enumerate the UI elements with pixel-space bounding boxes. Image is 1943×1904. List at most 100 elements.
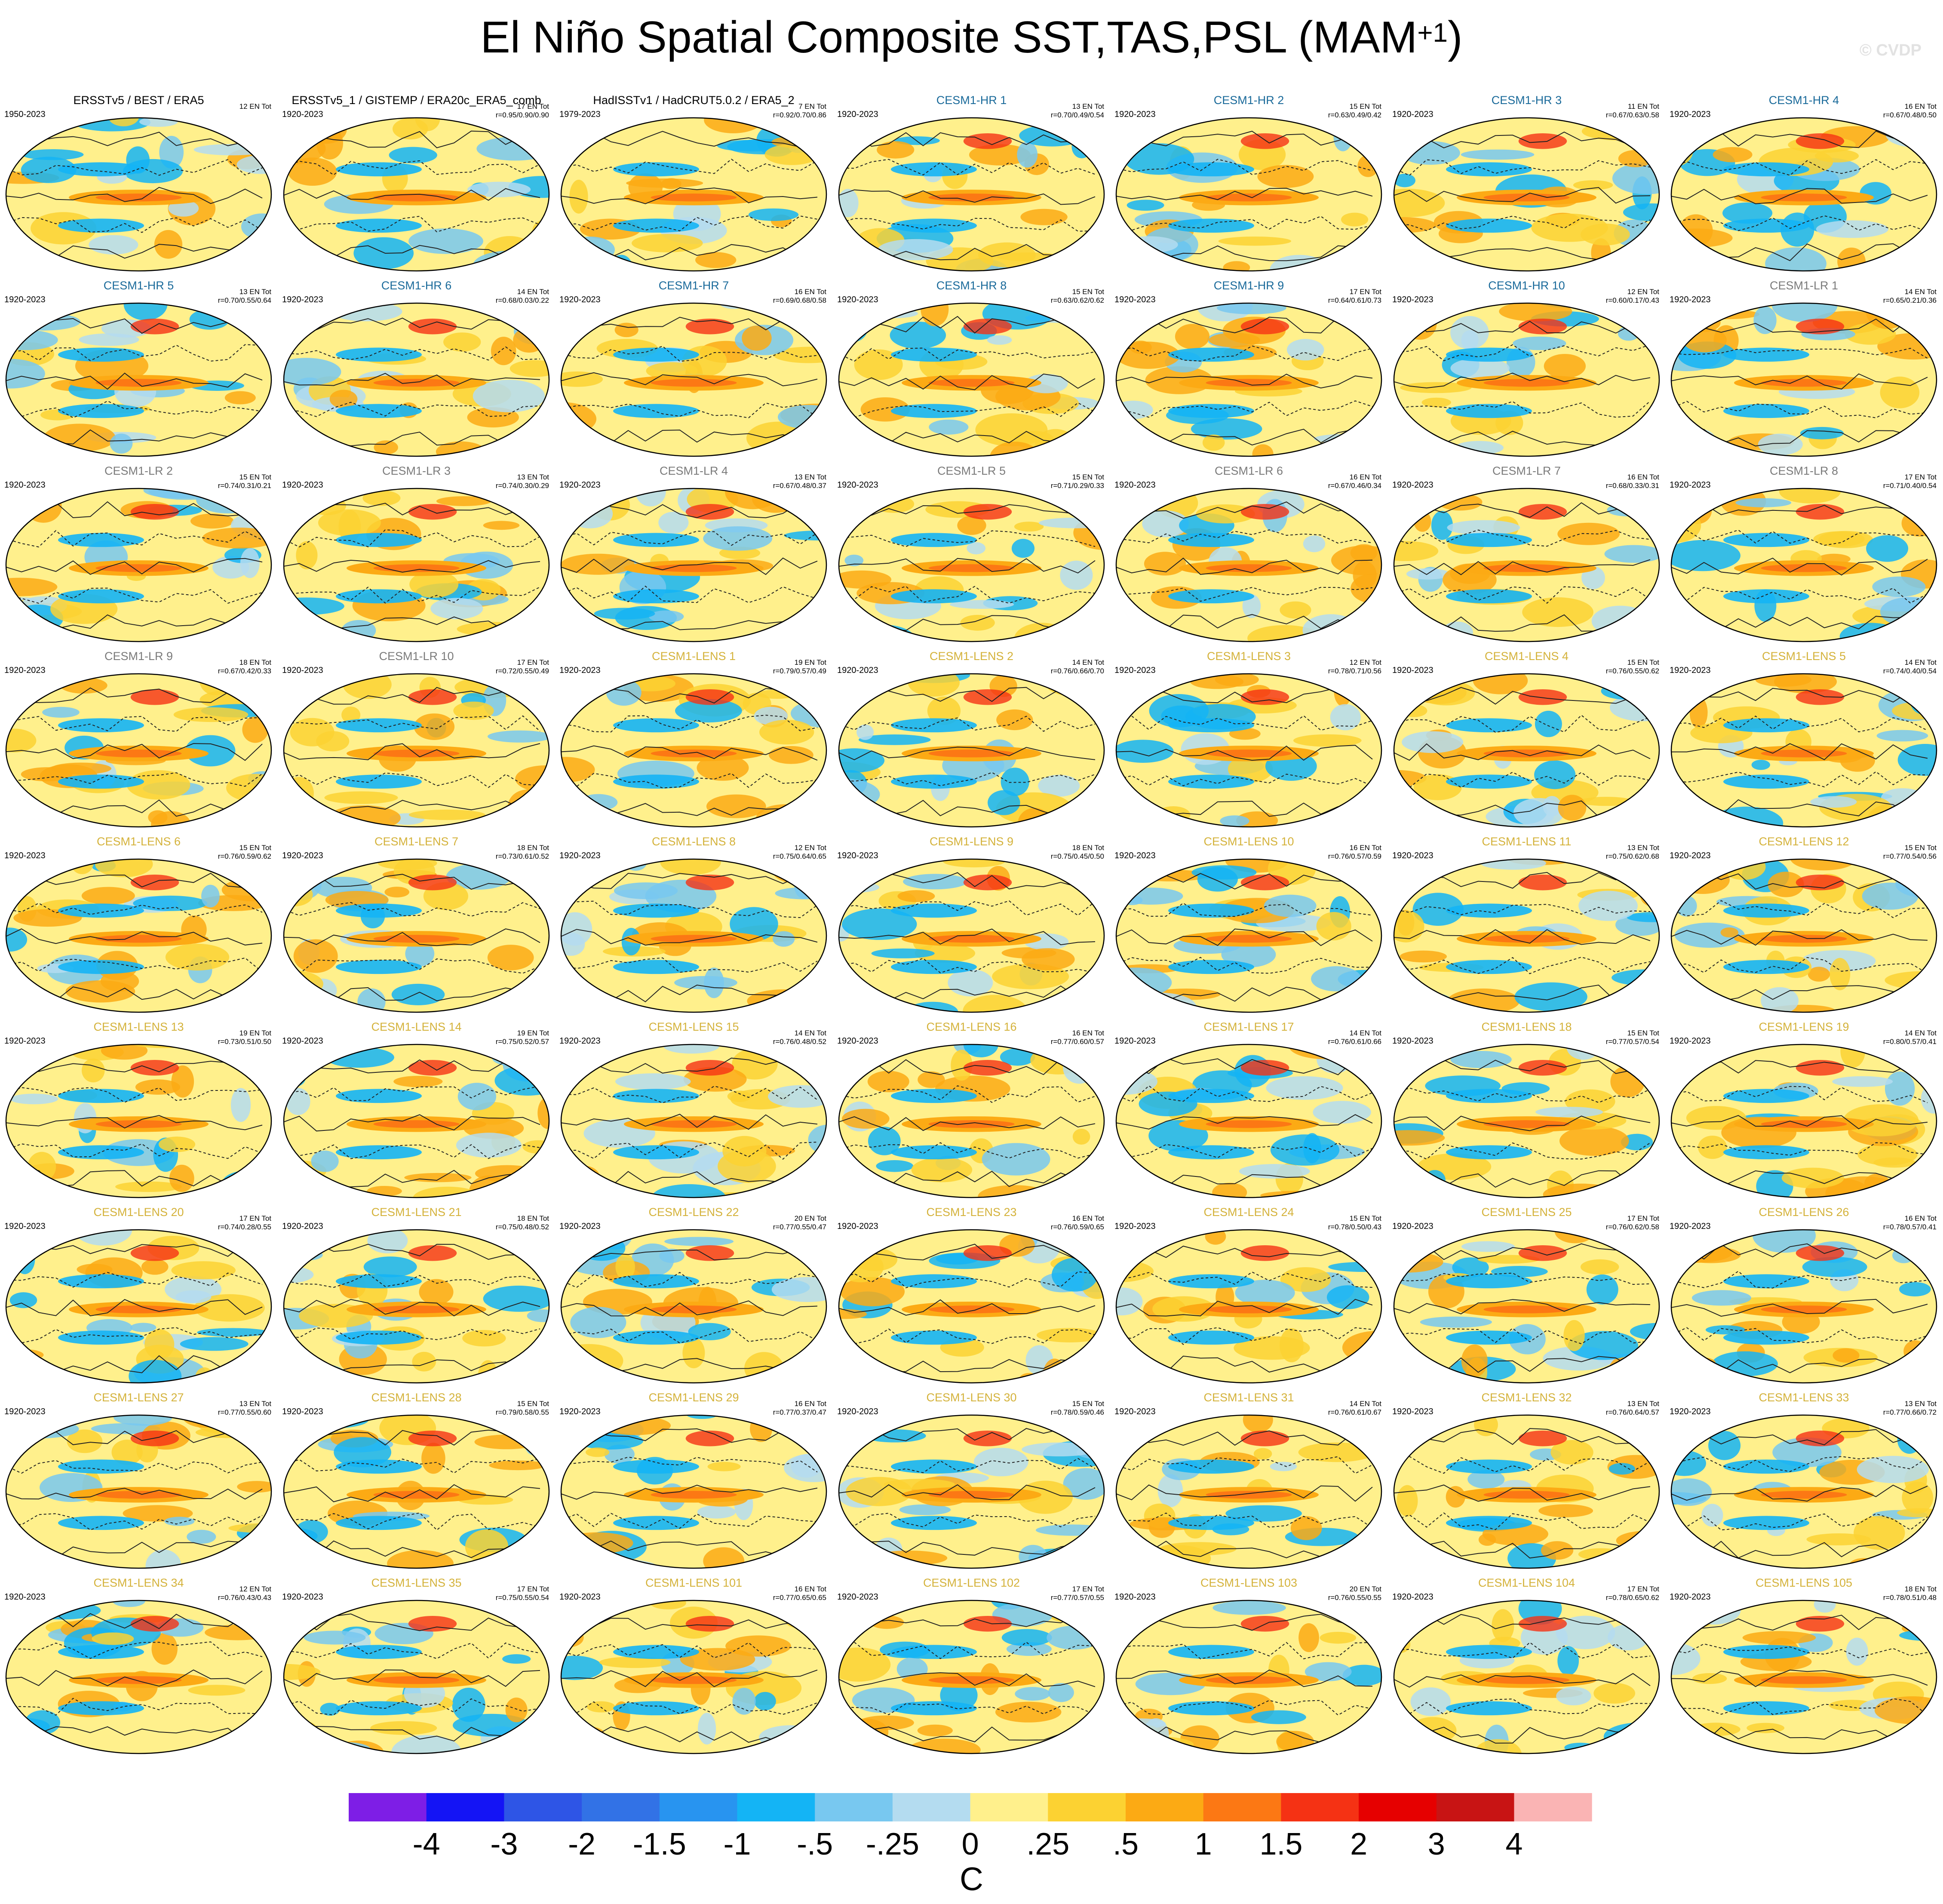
cool-band xyxy=(613,589,699,604)
panel-correlation: r=0.74/0.40/0.54 xyxy=(1883,667,1937,675)
psl-contour xyxy=(1116,745,1373,761)
anomaly-patch xyxy=(452,1687,485,1722)
cool-band xyxy=(891,960,977,974)
map-outline xyxy=(1115,858,1382,1013)
panel-title: CESM1-LENS 6 xyxy=(96,835,181,848)
cool-band xyxy=(1723,718,1809,733)
anomaly-patch xyxy=(1735,498,1792,507)
warm-tongue-core xyxy=(651,1676,737,1684)
map-panel: ERSSTv5_1 / GISTEMP / ERA20c_ERA5_comb 19… xyxy=(278,90,555,275)
psl-contour xyxy=(839,746,1096,761)
anomaly-patch xyxy=(742,326,772,351)
panel-title: CESM1-HR 7 xyxy=(658,279,729,292)
psl-contour xyxy=(6,716,263,732)
psl-contour xyxy=(284,902,540,917)
map-panel: CESM1-LENS 12 1920-2023 15 EN Tot r=0.77/0.… xyxy=(1665,832,1943,1016)
map-field xyxy=(561,488,826,642)
psl-contour xyxy=(6,1060,263,1072)
colorbar-swatch xyxy=(1126,1793,1204,1821)
cool-band xyxy=(613,1459,699,1474)
panel-correlation: r=0.74/0.30/0.29 xyxy=(495,482,549,490)
cool-band xyxy=(58,589,144,604)
watermark: © CVDP xyxy=(1859,41,1922,59)
anomaly-patch xyxy=(682,1337,705,1369)
cool-band xyxy=(336,162,422,177)
warm-tongue-core xyxy=(1206,1120,1292,1128)
anomaly-patch xyxy=(135,1079,181,1095)
anomaly-patch xyxy=(304,1631,366,1645)
map-outline xyxy=(838,488,1105,642)
cool-band xyxy=(58,162,144,177)
map-field xyxy=(1394,1044,1659,1198)
map-panel: CESM1-LENS 102 1920-2023 17 EN Tot r=0.77/0… xyxy=(833,1573,1110,1758)
anomaly-patch xyxy=(114,1415,172,1426)
panel-title: CESM1-LENS 35 xyxy=(371,1576,462,1589)
map-svg xyxy=(838,117,1105,272)
psl-contour xyxy=(284,559,540,573)
map-outline xyxy=(838,1600,1105,1754)
psl-contour xyxy=(1394,956,1651,974)
psl-contour xyxy=(1116,501,1373,519)
anomaly-patch xyxy=(242,716,268,743)
map-panel: CESM1-LR 3 1920-2023 13 EN Tot r=0.74/0.30/… xyxy=(278,461,555,646)
warm-tongue-core xyxy=(373,749,460,758)
arctic-warm-patch xyxy=(685,319,734,335)
map-outline xyxy=(283,302,550,457)
psl-contour xyxy=(6,1669,263,1687)
warm-tongue-core xyxy=(1483,1491,1570,1499)
anomaly-patch xyxy=(1400,382,1472,393)
cool-band xyxy=(1168,1145,1254,1160)
map-svg xyxy=(1393,858,1660,1013)
map-svg xyxy=(1115,302,1382,457)
anomaly-patch xyxy=(391,983,445,1005)
anomaly-patch xyxy=(674,976,737,989)
panel-event-count: 18 EN Tot xyxy=(517,1214,549,1222)
panel-years: 1920-2023 xyxy=(559,1592,601,1602)
cool-band xyxy=(1446,960,1532,974)
cool-band xyxy=(58,1089,144,1103)
map-panel: CESM1-LENS 26 1920-2023 16 EN Tot r=0.78/0.… xyxy=(1665,1202,1943,1387)
anomaly-patch xyxy=(6,728,37,752)
cool-band xyxy=(58,1701,144,1716)
psl-contour xyxy=(839,716,1096,732)
anomaly-patch xyxy=(917,1724,953,1737)
panel-event-count: 13 EN Tot xyxy=(1072,102,1104,111)
cool-band xyxy=(1723,960,1809,974)
anomaly-patch xyxy=(154,230,183,259)
panel-event-count: 12 EN Tot xyxy=(1349,658,1381,666)
psl-contour xyxy=(1394,714,1651,733)
panel-years: 1920-2023 xyxy=(282,295,323,304)
panel-correlation: r=0.77/0.57/0.54 xyxy=(1605,1038,1659,1046)
colorbar-swatch xyxy=(815,1793,893,1821)
warm-tongue-core xyxy=(1206,935,1292,943)
anomaly-patch xyxy=(404,1173,472,1182)
panel-correlation: r=0.78/0.50/0.43 xyxy=(1328,1223,1381,1231)
warm-tongue-core xyxy=(373,1120,460,1128)
panel-title: CESM1-LENS 30 xyxy=(926,1391,1017,1404)
map-panel: CESM1-LENS 13 1920-2023 19 EN Tot r=0.73/0.… xyxy=(0,1017,277,1202)
psl-contour xyxy=(839,1328,1096,1345)
map-panel: CESM1-LENS 105 1920-2023 18 EN Tot r=0.78/0… xyxy=(1665,1573,1943,1758)
psl-contour xyxy=(561,585,818,603)
map-outline xyxy=(560,117,827,272)
anomaly-patch xyxy=(1394,1130,1445,1146)
map-outline xyxy=(283,1600,550,1754)
anomaly-patch xyxy=(1015,1687,1050,1701)
psl-contour xyxy=(284,1613,540,1631)
psl-contour xyxy=(284,1642,540,1659)
anomaly-patch xyxy=(1116,740,1174,763)
anomaly-patch xyxy=(324,791,398,804)
cool-band xyxy=(1168,218,1254,233)
map-outline xyxy=(1670,488,1937,642)
panel-title: CESM1-LENS 3 xyxy=(1206,650,1291,663)
panel-title: CESM1-LENS 27 xyxy=(93,1391,184,1404)
anomaly-patch xyxy=(1298,1442,1375,1462)
cool-band xyxy=(336,718,422,733)
warm-tongue-core xyxy=(95,1491,182,1499)
panel-title: CESM1-LENS 33 xyxy=(1759,1391,1849,1404)
panel-years: 1920-2023 xyxy=(559,295,601,304)
psl-contour xyxy=(1671,1271,1928,1289)
anomaly-patch xyxy=(1298,1623,1319,1652)
anomaly-patch xyxy=(896,1657,928,1680)
anomaly-patch xyxy=(491,337,516,365)
